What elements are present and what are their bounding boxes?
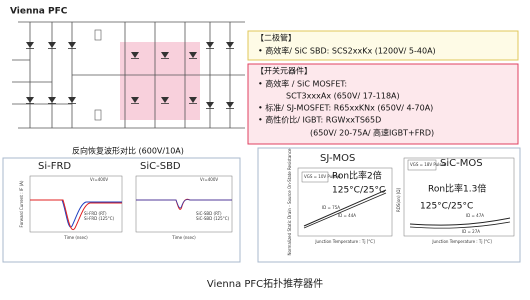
ron-plot: SiC-MOS VGS = 18V Pulsed Ron比率1.3倍 125°C… xyxy=(396,157,515,244)
curve-label: ID = 75A xyxy=(322,205,340,210)
curve-label: ID = 27A xyxy=(462,229,480,234)
condition: Vr=400V xyxy=(90,177,108,182)
legend: Si-FRD (RT) xyxy=(84,211,107,216)
plot-title: Si-FRD xyxy=(38,161,71,172)
switch-item: SCT3xxxAx (650V/ 17-118A) xyxy=(286,92,400,101)
condition: VGS = 18V Pulsed xyxy=(410,162,447,167)
ratio: Ron比率2倍 xyxy=(332,170,382,182)
x-label: Time (nsec) xyxy=(63,235,88,240)
legend: SiC-SBD (125°C) xyxy=(196,216,230,221)
caption: Vienna PFC拓扑推荐器件 xyxy=(207,277,323,290)
diode-box xyxy=(247,30,519,61)
plot-title: SiC-SBD xyxy=(140,161,181,172)
title: Vienna PFC xyxy=(10,7,68,17)
y-label: Normalized Static Drain - Source On-Stat… xyxy=(287,148,292,256)
x-label: Time (nsec) xyxy=(171,235,196,240)
diode-item: • 高效率/ SiC SBD: SCS2xxKx (1200V/ 5-40A) xyxy=(258,46,436,56)
curve-label: ID = 44A xyxy=(338,213,356,218)
plot-title: SiC-MOS xyxy=(440,158,483,169)
ratio: Ron比率1.3倍 xyxy=(428,183,486,195)
legend: Si-FRD (125°C) xyxy=(84,216,115,221)
plot-title: SJ-MOS xyxy=(320,153,355,164)
switch-heading: 【开关元器件】 xyxy=(256,66,312,76)
condition: VGS = 10V Pulsed xyxy=(304,174,341,179)
legend: SiC-SBD (RT) xyxy=(196,211,222,216)
temps: 125°C/25°C xyxy=(332,186,385,196)
y-label: RDS(on) [Ω] xyxy=(396,188,401,212)
diode-heading: 【二极管】 xyxy=(256,33,296,43)
switch-item: (650V/ 20-75A/ 高速IGBT+FRD) xyxy=(310,128,434,138)
condition: Vr=400V xyxy=(200,177,218,182)
x-label: Junction Temperature : Tj [°C] xyxy=(314,239,375,244)
curve-label: ID = 47A xyxy=(466,213,484,218)
switch-item: • 高效率 / SiC MOSFET: xyxy=(258,79,347,89)
recovery-plot: Si-FRD Vr=400V Si-FRD (RT) Si-FRD (125°C… xyxy=(19,161,123,240)
x-label: Junction Temperature : Tj [°C] xyxy=(431,239,492,244)
recovery-plot: SiC-SBD Vr=400V SiC-SBD (RT) SiC-SBD (12… xyxy=(135,161,233,240)
switch-highlight xyxy=(120,42,200,120)
switch-box xyxy=(247,63,519,145)
temps: 125°C/25°C xyxy=(420,202,473,212)
switch-item: • 标准/ SJ-MOSFET: R65xxKNx (650V/ 4-70A) xyxy=(258,103,433,113)
ron-plot: SJ-MOS VGS = 10V Pulsed Ron比率2倍 125°C/25… xyxy=(287,148,393,256)
y-label: Forward Current : IF (A) xyxy=(19,180,24,227)
switch-item: • 高性价比/ IGBT: RGWxxTS65D xyxy=(258,115,381,125)
circuit xyxy=(12,21,245,129)
waveform-caption: 反向恢复波形对比 (600V/10A) xyxy=(72,146,184,156)
